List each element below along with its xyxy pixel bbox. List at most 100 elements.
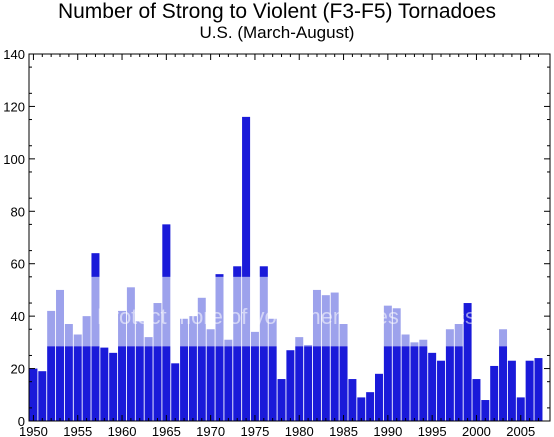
y-tick-label: 0 [18, 414, 25, 429]
bar-peak [215, 274, 224, 277]
bar-lower [339, 346, 348, 421]
bar-upper [126, 287, 135, 347]
bar-lower [410, 346, 419, 421]
bar-lower [206, 346, 215, 421]
bar-peak [91, 253, 100, 277]
bar-lower [312, 346, 321, 421]
bar [348, 379, 357, 421]
bar-upper [206, 329, 215, 347]
bar-lower [383, 346, 392, 421]
bar-upper [410, 342, 419, 347]
bar-peak [242, 116, 251, 277]
x-tick-label: 1955 [63, 424, 92, 437]
y-tick-label: 60 [11, 257, 25, 272]
bar [463, 303, 472, 421]
bar [481, 400, 490, 421]
bar-upper [73, 334, 82, 347]
bar-peak [162, 224, 171, 277]
bar [525, 360, 534, 421]
y-tick-label: 80 [11, 204, 25, 219]
x-tick-label: 1975 [240, 424, 269, 437]
bar-upper [401, 334, 410, 347]
bar-upper [250, 331, 259, 347]
x-tick-label: 1995 [418, 424, 447, 437]
bar-upper [321, 295, 330, 347]
bar-lower [47, 346, 56, 421]
bar-lower [321, 346, 330, 421]
bar-upper [64, 324, 73, 347]
bar [286, 350, 295, 421]
bar-lower [91, 346, 100, 421]
bar [171, 363, 180, 421]
bar-upper [330, 292, 339, 347]
bar [109, 352, 118, 421]
bar [375, 373, 383, 421]
bar-upper [392, 308, 401, 347]
x-tick-label: 1990 [373, 424, 402, 437]
bar-upper [91, 253, 100, 347]
bar-lower [401, 346, 410, 421]
bar-upper [312, 289, 321, 347]
bar [507, 360, 516, 421]
y-tick-label: 140 [3, 47, 25, 62]
bar-lower [419, 346, 428, 421]
bar [277, 379, 286, 421]
chart-title: Number of Strong to Violent (F3-F5) Torn… [57, 0, 497, 23]
bar-upper [215, 274, 224, 347]
chart-subtitle: U.S. (March-August) [199, 23, 355, 42]
bar-upper [233, 266, 242, 347]
bar-upper [82, 316, 91, 347]
bar-upper [383, 305, 392, 347]
bar-lower [304, 346, 313, 421]
bar-upper [197, 297, 206, 347]
bar-lower [215, 346, 224, 421]
bar-lower [242, 346, 251, 421]
bar-upper [144, 337, 153, 347]
bar-lower [268, 346, 277, 421]
bar-upper [304, 344, 313, 347]
bar-peak [233, 266, 242, 277]
y-tick-label: 40 [11, 309, 25, 324]
y-tick-label: 100 [3, 152, 25, 167]
x-tick-label: 1950 [19, 424, 48, 437]
bar-upper [419, 339, 428, 347]
bar-upper [47, 310, 56, 347]
bar [516, 397, 525, 421]
bar-lower [144, 346, 153, 421]
bar-lower [180, 346, 189, 421]
bar-upper [268, 318, 277, 347]
bar [100, 347, 109, 421]
bar-lower [392, 346, 401, 421]
bar-upper [188, 316, 197, 347]
bar [437, 360, 446, 421]
bar-upper [339, 324, 348, 347]
bar-lower [233, 346, 242, 421]
bar-upper [499, 329, 508, 347]
bar-lower [259, 346, 268, 421]
bar-peak [259, 266, 268, 277]
bar-lower [197, 346, 206, 421]
bar-lower [162, 346, 171, 421]
bar-lower [499, 346, 508, 421]
bar-lower [224, 346, 233, 421]
bar-lower [454, 346, 463, 421]
bar-upper [153, 303, 162, 347]
plot-frame [28, 53, 551, 422]
bar-lower [330, 346, 339, 421]
y-tick-label: 20 [11, 362, 25, 377]
x-tick-label: 1960 [108, 424, 137, 437]
bar-upper [56, 289, 64, 347]
bar [472, 379, 481, 421]
bar-upper [135, 321, 144, 347]
bar-lower [118, 346, 127, 421]
x-tick-label: 1985 [329, 424, 358, 437]
bar-upper [224, 339, 233, 347]
bar-upper [295, 337, 304, 347]
bar-lower [73, 346, 82, 421]
x-tick-label: 1970 [196, 424, 225, 437]
bar-lower [82, 346, 91, 421]
bar-lower [445, 346, 454, 421]
x-tick-label: 1980 [285, 424, 314, 437]
